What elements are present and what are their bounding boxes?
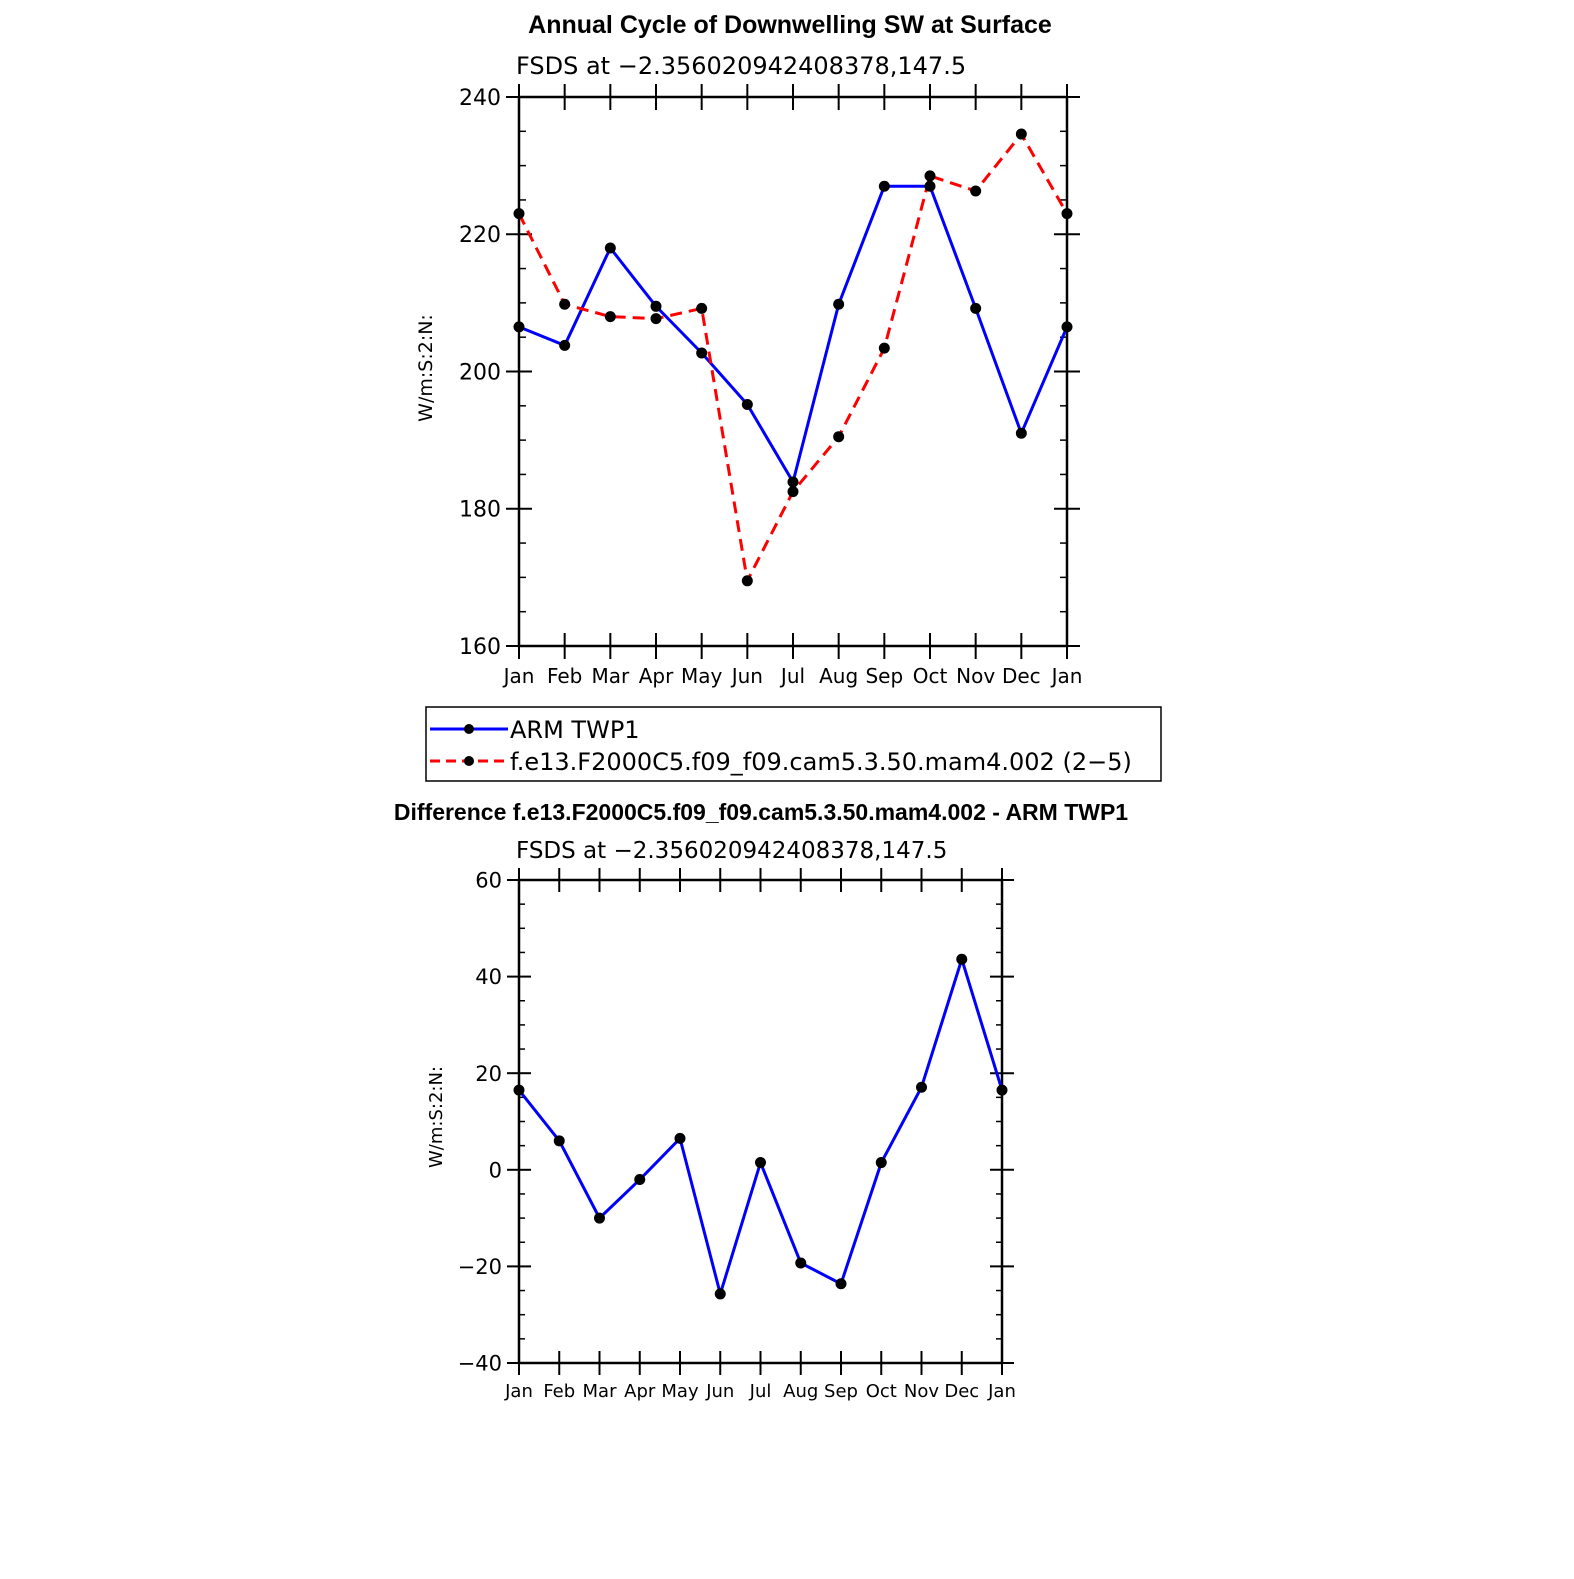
data-point [594, 1212, 605, 1224]
data-point [924, 170, 936, 182]
x-tick-label: Jan [502, 664, 535, 688]
data-point [696, 347, 708, 359]
x-tick-label: Sep [865, 664, 903, 688]
data-point [1015, 427, 1027, 439]
x-tick-label: Jun [730, 664, 763, 688]
data-point [787, 476, 799, 488]
x-tick-label: Mar [583, 1381, 618, 1402]
x-tick-label: Feb [547, 664, 582, 688]
y-tick-label: 200 [459, 360, 501, 385]
data-point [916, 1081, 927, 1093]
x-tick-label: Oct [866, 1381, 897, 1402]
data-point [996, 1084, 1008, 1096]
legend-marker-arm [464, 724, 474, 734]
data-point [513, 321, 525, 333]
series-line-0 [517, 954, 1004, 1300]
x-tick-label: Oct [913, 664, 948, 688]
chart1-subtitle: FSDS at −2.356020942408378,147.5 [516, 52, 966, 80]
data-point [875, 1157, 887, 1169]
data-point [970, 302, 982, 314]
y-tick-label: 180 [459, 498, 501, 523]
y-tick-label: 60 [475, 869, 502, 893]
y-tick-label: 220 [459, 223, 501, 248]
chart1-title: Annual Cycle of Downwelling SW at Surfac… [528, 11, 1052, 39]
y-tick-label: −20 [458, 1255, 502, 1279]
data-point [795, 1257, 807, 1269]
data-point [696, 302, 708, 314]
data-point [559, 339, 571, 351]
x-tick-label: Nov [956, 664, 995, 688]
x-tick-label: Dec [944, 1381, 979, 1402]
data-point [1015, 128, 1027, 140]
chart2-plot: −40 −20 0 20 40 60 Jan Feb Mar Apr May Jun Jul Aug Sep… [458, 868, 1016, 1402]
chart2-frame [517, 878, 1004, 1365]
data-point [559, 298, 571, 310]
data-point [1061, 208, 1073, 220]
x-tick-label: Jan [987, 1381, 1016, 1402]
data-point [833, 298, 845, 310]
legend-box [425, 706, 1162, 782]
chart2-ylabel: W/m:S:2:N: [426, 1066, 447, 1168]
legend-label-arm: ARM TWP1 [510, 716, 640, 744]
x-tick-label: May [661, 1381, 699, 1402]
chart2-subtitle: FSDS at −2.356020942408378,147.5 [516, 838, 947, 864]
chart1-ylabel: W/m:S:2:N: [415, 314, 437, 422]
data-point [634, 1173, 646, 1185]
data-point [878, 180, 890, 192]
y-tick-label: 0 [489, 1158, 502, 1182]
x-tick-label: Nov [904, 1381, 939, 1402]
x-tick-label: Jan [1050, 664, 1083, 688]
legend: ARM TWP1 f.e13.F2000C5.f09_f09.cam5.3.50… [425, 706, 1162, 782]
y-tick-label: 160 [459, 635, 501, 660]
data-point [835, 1278, 847, 1290]
data-point [741, 398, 753, 410]
data-point [956, 953, 968, 965]
x-tick-label: Apr [624, 1381, 656, 1402]
data-point [741, 575, 753, 587]
x-tick-label: May [681, 664, 723, 688]
x-tick-label: Mar [591, 664, 630, 688]
x-tick-label: Jul [779, 664, 805, 688]
x-tick-label: Jan [504, 1381, 533, 1402]
data-point [513, 208, 525, 220]
data-point [513, 1084, 525, 1096]
data-point [650, 300, 662, 312]
y-tick-label: 20 [475, 1062, 502, 1086]
data-point [833, 431, 845, 443]
series-line-0 [518, 184, 1069, 486]
data-point [604, 311, 616, 323]
series-line-1 [517, 131, 1069, 586]
x-tick-label: Sep [824, 1381, 858, 1402]
data-point [924, 180, 936, 192]
x-tick-label: Apr [639, 664, 674, 688]
data-point [650, 313, 662, 325]
data-point [755, 1157, 766, 1169]
data-point [970, 185, 982, 197]
y-tick-label: 40 [475, 965, 502, 989]
chart2-title: Difference f.e13.F2000C5.f09_f09.cam5.3.… [394, 799, 1128, 825]
data-point [604, 242, 616, 254]
data-point [787, 486, 799, 498]
data-point [714, 1288, 726, 1300]
x-tick-label: Aug [783, 1381, 818, 1402]
data-point [878, 342, 890, 354]
x-tick-label: Dec [1002, 664, 1041, 688]
chart1-plot: 160 180 200 220 240 Jan Feb Mar Apr May Jun Jul Aug S… [459, 84, 1082, 688]
x-tick-label: Jul [749, 1381, 772, 1402]
legend-marker-model [464, 756, 474, 766]
legend-label-model: f.e13.F2000C5.f09_f09.cam5.3.50.mam4.002… [510, 748, 1132, 776]
data-point [674, 1132, 686, 1144]
y-tick-label: 240 [459, 86, 501, 111]
x-tick-label: Jun [705, 1381, 734, 1402]
x-tick-label: Aug [819, 664, 858, 688]
y-tick-label: −40 [458, 1352, 502, 1376]
data-point [1061, 321, 1073, 333]
data-point [553, 1135, 565, 1147]
x-tick-label: Feb [543, 1381, 575, 1402]
